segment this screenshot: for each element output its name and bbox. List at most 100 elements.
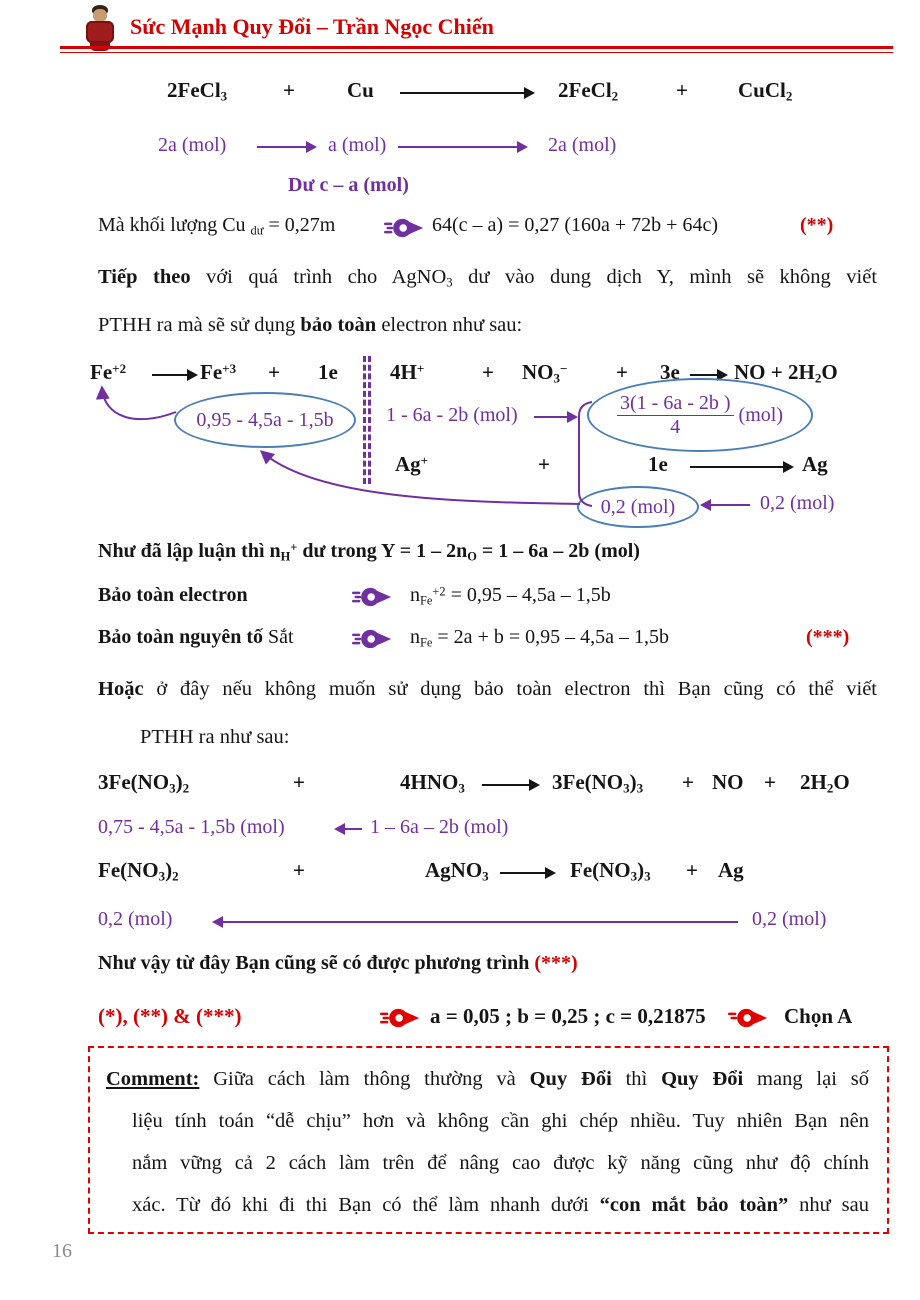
eq1-plus: +: [676, 78, 688, 102]
excess-label: Dư c – a (mol): [288, 174, 409, 196]
eq2-term: 3Fe(NO3)3: [552, 770, 644, 796]
conservation-expr: nFe+2 = 0,95 – 4,5a – 1,5b: [410, 584, 611, 608]
electron-balance-diagram: Fe+2 Fe+3 + 1e 4H+ + NO3− + 3e NO + 2H2O…: [90, 356, 890, 536]
mole-label: 2a (mol): [158, 134, 227, 156]
reaction-arrow: [152, 369, 198, 381]
mole-arrow: [534, 411, 578, 423]
eq2-term: NO: [712, 770, 744, 794]
equation-tag: (***): [534, 952, 578, 974]
mole-label: 2a (mol): [548, 134, 617, 156]
species-label: Ag: [802, 452, 828, 476]
equation-tag: (**): [800, 214, 834, 236]
eq3-plus: +: [686, 858, 698, 882]
mole-arrow: [398, 141, 528, 153]
mole-arrow-left: [212, 916, 738, 928]
reasoning-line: Như đã lập luận thì nH+ dư trong Y = 1 –…: [98, 540, 640, 564]
species-label: 1e: [318, 360, 338, 384]
paragraph-line: PTHH ra như sau:: [140, 726, 290, 748]
conservation-expr: nFe = 2a + b = 0,95 – 4,5a – 1,5b: [410, 626, 669, 650]
paragraph-line: Hoặc ở đây nếu không muốn sử dụng bảo to…: [98, 678, 877, 700]
result-values: a = 0,05 ; b = 0,25 ; c = 0,21875: [430, 1004, 706, 1028]
fast-arrow-icon: [728, 1008, 768, 1028]
mole-label: 0,2 (mol): [98, 908, 173, 930]
reaction-arrow: [500, 867, 556, 879]
eq1-term: 2FeCl2: [558, 78, 619, 104]
eq2-plus: +: [682, 770, 694, 794]
page-number: 16: [52, 1240, 72, 1262]
eq1-term: 2FeCl3: [167, 78, 228, 104]
mole-ellipse: 3(1 - 6a - 2b ) 4 (mol): [587, 378, 813, 452]
eq2-term: 2H2O: [800, 770, 850, 796]
species-label: NO + 2H2O: [734, 360, 838, 386]
logo-face: [93, 9, 107, 22]
mole-value: 0,95 - 4,5a - 1,5b: [196, 408, 334, 431]
eq1-term: Cu: [347, 78, 374, 102]
mole-arrow: [257, 141, 317, 153]
reaction-arrow: [400, 87, 535, 99]
dashed-separator: [363, 356, 371, 484]
fast-arrow-icon: [380, 1008, 420, 1028]
mole-arrow-left: [700, 499, 750, 511]
eq3-term: Fe(NO3)3: [570, 858, 651, 884]
eq3-term: AgNO3: [425, 858, 489, 884]
eq2-term: 4HNO3: [400, 770, 465, 796]
plus-sign: +: [538, 452, 550, 476]
mole-label: 0,75 - 4,5a - 1,5b (mol): [98, 816, 285, 838]
eq1-term: CuCl2: [738, 78, 793, 104]
fraction-denominator: 4: [670, 415, 681, 438]
logo-torso: [86, 21, 114, 43]
eq3-term: Fe(NO3)2: [98, 858, 179, 884]
species-label: Ag+: [395, 452, 429, 476]
mole-label: 1 - 6a - 2b (mol): [386, 404, 518, 426]
plus-sign: +: [482, 360, 494, 384]
comment-line: nắm vững cả 2 cách làm trên để nâng cao …: [132, 1152, 869, 1174]
fast-arrow-icon: [384, 218, 424, 238]
fraction-numerator: 3(1 - 6a - 2b ): [617, 392, 734, 416]
species-label: 1e: [648, 452, 668, 476]
mole-ellipse: 0,2 (mol): [577, 486, 699, 528]
reaction-arrow: [690, 461, 794, 473]
mole-ellipse: 0,95 - 4,5a - 1,5b: [174, 392, 356, 448]
fraction-unit: (mol): [738, 403, 783, 426]
species-label: Fe+3: [200, 360, 237, 384]
mole-label: 1 – 6a – 2b (mol): [370, 816, 509, 838]
reaction-arrow: [482, 779, 540, 791]
mole-label: 0,2 (mol): [752, 908, 827, 930]
species-label: NO3−: [522, 360, 568, 386]
eq2-plus: +: [293, 770, 305, 794]
header-rule: [60, 46, 893, 53]
fast-arrow-icon: [352, 587, 392, 607]
fraction: 3(1 - 6a - 2b ) 4: [617, 392, 734, 438]
eq3-term: Ag: [718, 858, 744, 882]
mass-statement: Mà khối lượng Cu dư = 0,27m: [98, 214, 336, 238]
paragraph-line: Tiếp theo với quá trình cho AgNO3 dư vào…: [98, 266, 878, 290]
result-tags: (*), (**) & (***): [98, 1004, 242, 1028]
mass-equation: 64(c – a) = 0,27 (160a + 72b + 64c): [432, 214, 718, 236]
fast-arrow-icon: [352, 629, 392, 649]
conservation-label: Bảo toàn electron: [98, 584, 248, 606]
brand-logo: [80, 5, 120, 52]
conclusion-text: Như vậy từ đây Bạn cũng sẽ có được phươn…: [98, 952, 535, 974]
eq3-plus: +: [293, 858, 305, 882]
comment-line: liệu tính toán “dễ chịu” hơn và không cầ…: [132, 1110, 869, 1132]
mole-arrow-left: [334, 823, 362, 835]
paragraph-line: PTHH ra mà sẽ sử dụng bảo toàn electron …: [98, 314, 523, 336]
equation-tag: (***): [806, 626, 850, 648]
conclusion-line: Như vậy từ đây Bạn cũng sẽ có được phươn…: [98, 952, 578, 975]
species-label: Fe+2: [90, 360, 127, 384]
plus-sign: +: [616, 360, 628, 384]
eq2-plus: +: [764, 770, 776, 794]
eq2-term: 3Fe(NO3)2: [98, 770, 190, 796]
eq1-plus: +: [283, 78, 295, 102]
conservation-label: Bảo toàn nguyên tố Sắt: [98, 626, 294, 648]
reaction-arrow: [690, 369, 728, 381]
mole-label: a (mol): [328, 134, 387, 156]
comment-box: Comment: Giữa cách làm thông thường và Q…: [88, 1046, 889, 1234]
comment-line: Comment: Giữa cách làm thông thường và Q…: [106, 1068, 869, 1090]
comment-line: xác. Từ đó khi đi thi Bạn có thể làm nha…: [132, 1194, 869, 1216]
mole-value: 0,2 (mol): [600, 495, 676, 518]
mole-label: 0,2 (mol): [760, 492, 835, 514]
answer-choice: Chọn A: [784, 1004, 853, 1028]
species-label: 4H+: [390, 360, 425, 384]
